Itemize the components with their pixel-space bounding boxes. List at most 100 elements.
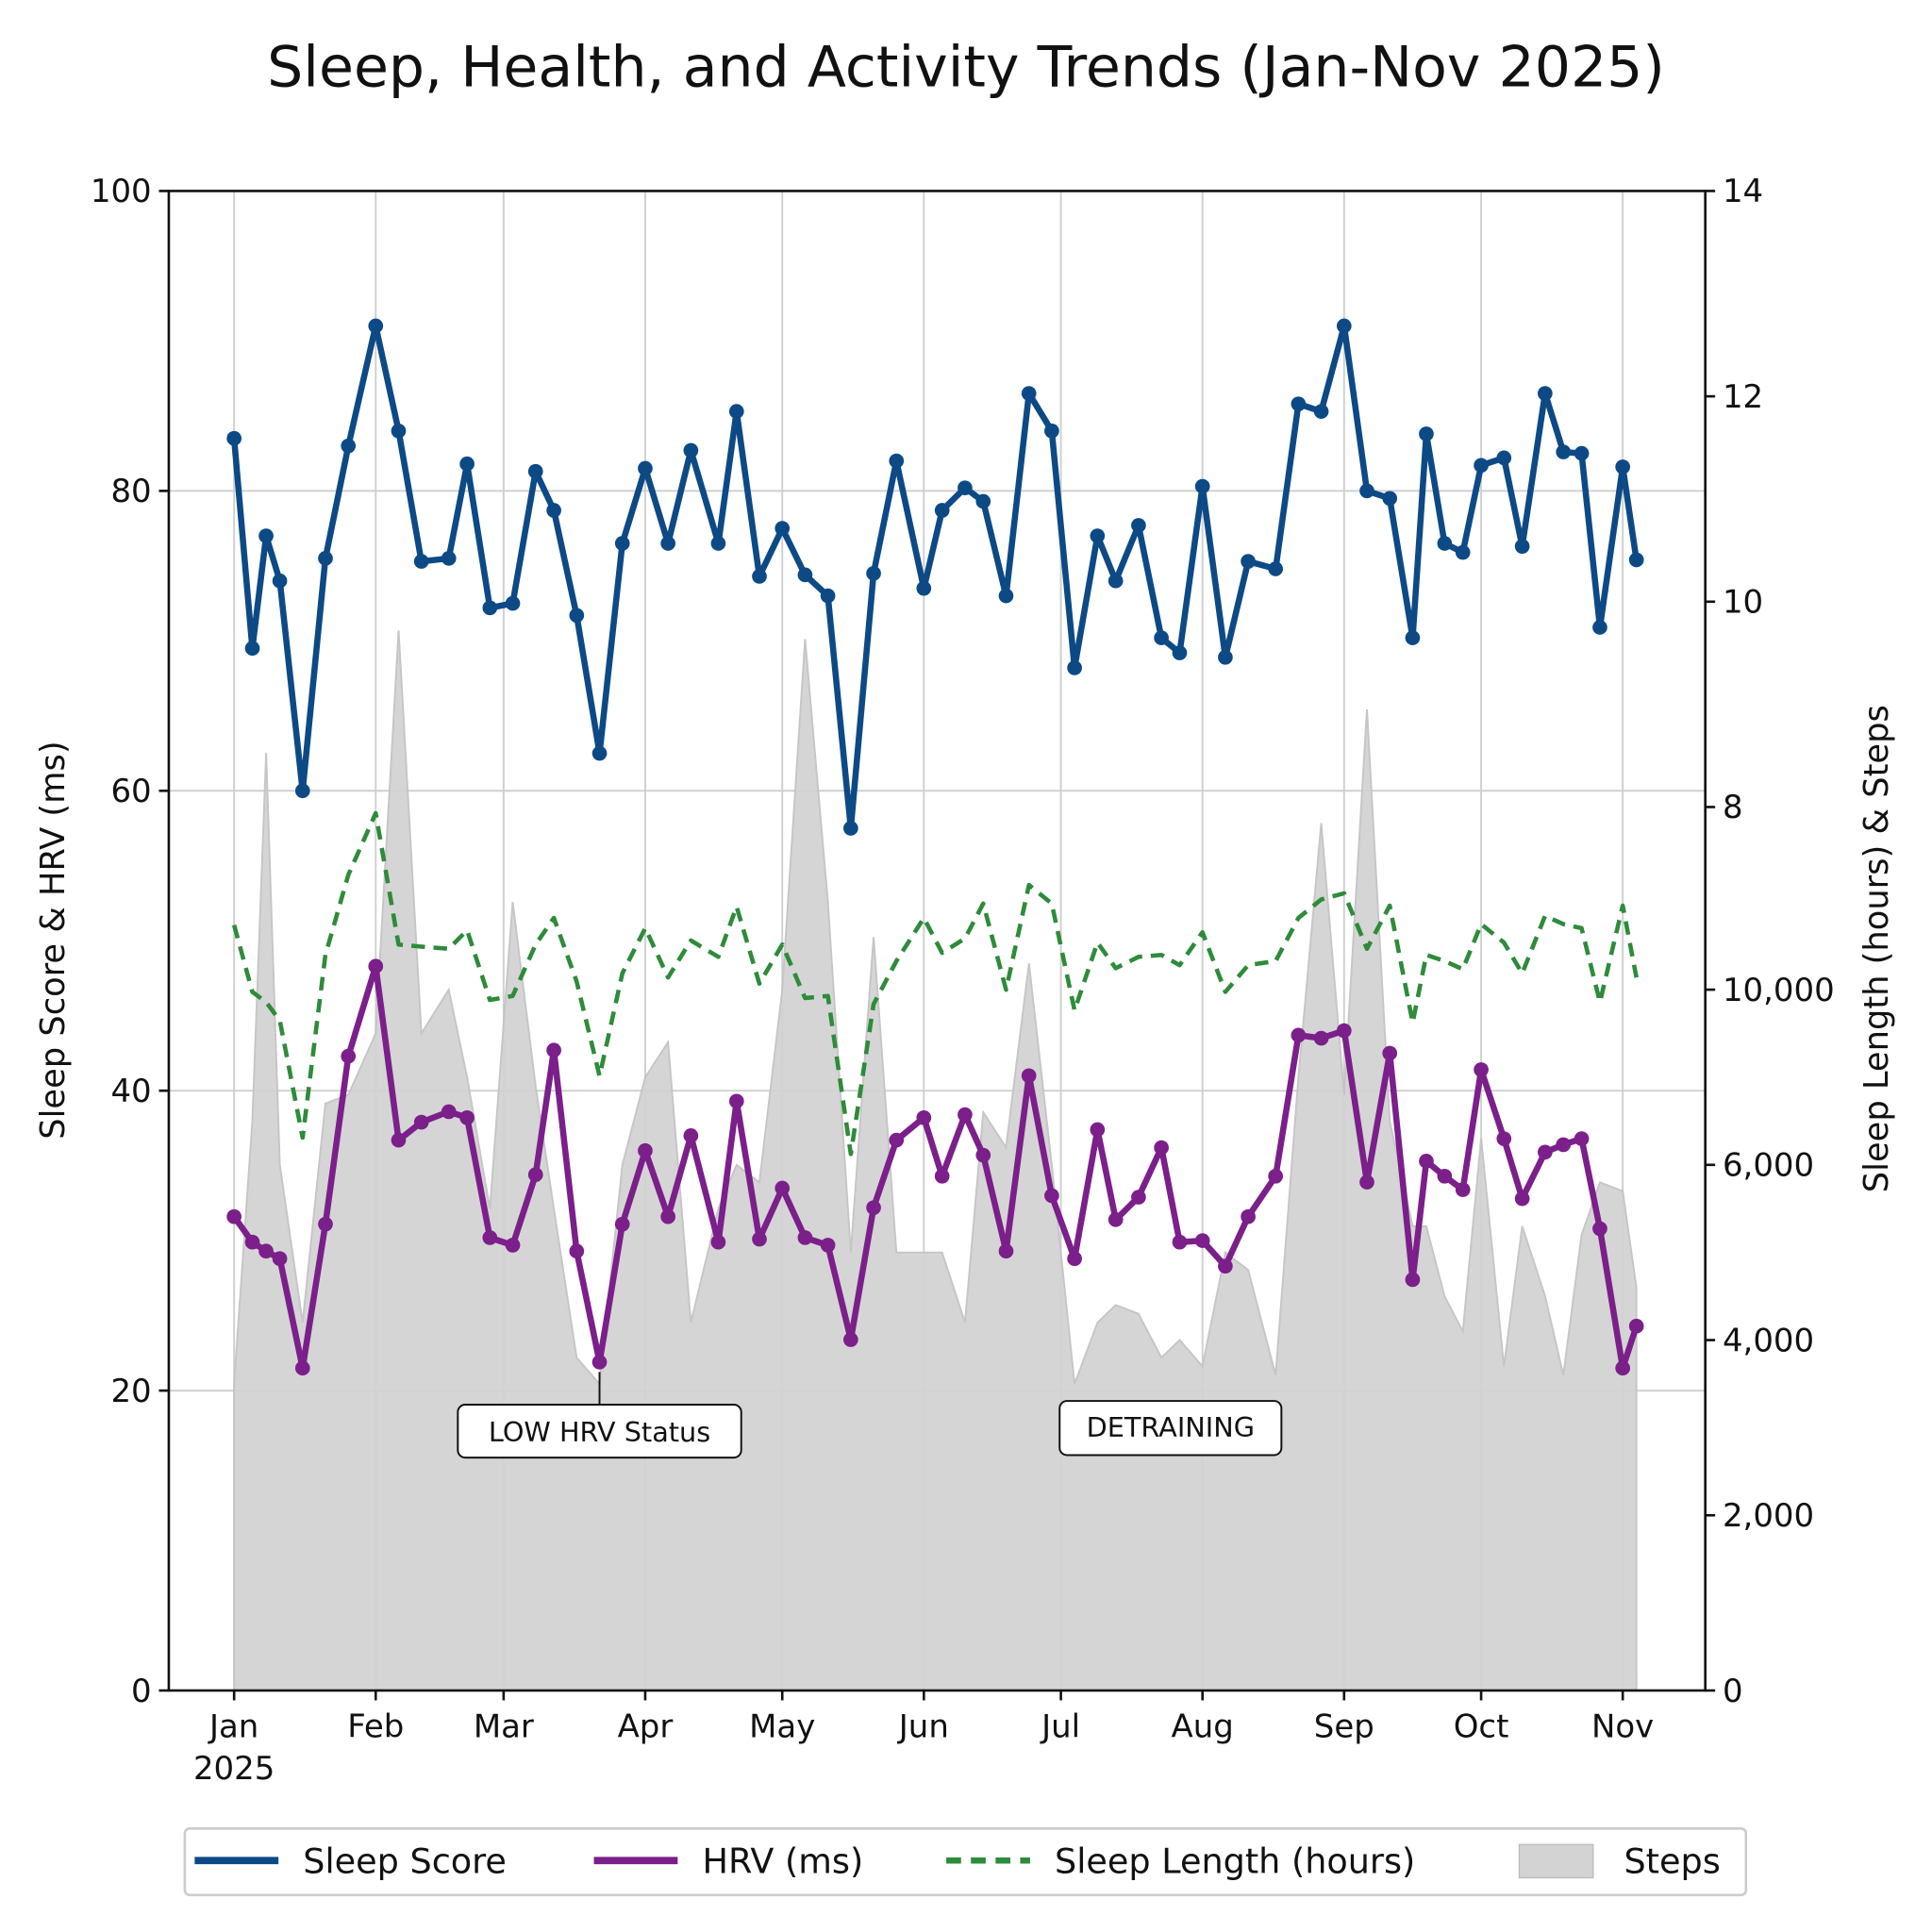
sleep-score-point — [1021, 386, 1037, 401]
hrv-point — [1194, 1233, 1210, 1248]
hrv-point — [683, 1128, 699, 1143]
sleep-score-point — [934, 503, 950, 518]
hrv-point — [459, 1109, 475, 1125]
hrv-point — [318, 1216, 333, 1232]
y-left-tick-label: 80 — [110, 473, 151, 510]
hrv-point — [797, 1230, 813, 1245]
hrv-point — [1067, 1251, 1082, 1267]
hrv-point — [728, 1093, 744, 1109]
sleep-score-point — [728, 404, 744, 419]
hrv-point — [226, 1208, 242, 1224]
sleep-score-point — [958, 480, 973, 496]
hrv-point — [391, 1132, 407, 1148]
hrv-point — [1382, 1045, 1398, 1061]
sleep-score-point — [368, 318, 384, 334]
sleep-score-point — [1336, 318, 1352, 334]
hrv-point — [660, 1208, 675, 1224]
y-right-tick-label: 14 — [1723, 173, 1763, 210]
hrv-point — [1218, 1258, 1233, 1274]
x-tick-label: Jul — [1040, 1708, 1080, 1746]
y-right-tick-label: 0 — [1723, 1673, 1743, 1710]
hrv-point — [1090, 1122, 1106, 1138]
hrv-point — [244, 1234, 260, 1250]
sleep-score-point — [1090, 528, 1106, 543]
sleep-score-line — [230, 323, 1640, 832]
sleep-score-point — [1218, 649, 1233, 665]
sleep-score-point — [1419, 426, 1434, 441]
sleep-score-point — [459, 456, 475, 472]
sleep-score-point — [1556, 444, 1572, 459]
hrv-point — [1556, 1137, 1572, 1153]
hrv-point — [527, 1167, 543, 1183]
y-right-tick-label: 10,000 — [1723, 972, 1835, 1009]
hrv-point — [341, 1048, 357, 1064]
annotation-box — [457, 1404, 742, 1459]
hrv-point — [1291, 1027, 1307, 1043]
sleep-score-point — [998, 588, 1014, 604]
hrv-point — [368, 958, 384, 974]
legend-label-sleep-score: Sleep Score — [303, 1840, 507, 1881]
sleep-score-point — [441, 551, 457, 566]
annotation-low-hrv: LOW HRV Status — [489, 1416, 710, 1448]
legend-swatch-steps — [1518, 1843, 1594, 1879]
y-left-tick-label: 0 — [131, 1673, 152, 1710]
sleep-score-point — [1154, 630, 1169, 645]
hrv-point — [272, 1251, 288, 1267]
hrv-point — [569, 1243, 585, 1259]
sleep-score-point — [341, 438, 357, 454]
hrv-point — [710, 1234, 726, 1250]
sleep-score-point — [614, 536, 630, 551]
series-layer — [226, 318, 1644, 1376]
sleep-score-point — [258, 528, 274, 543]
hrv-point — [1108, 1212, 1124, 1227]
legend-label-hrv: HRV (ms) — [702, 1840, 863, 1881]
x-tick-label: Jun — [897, 1708, 949, 1746]
sleep-score-point — [660, 536, 675, 551]
sleep-score-point — [1044, 423, 1059, 439]
x-tick-label: Nov — [1591, 1708, 1654, 1746]
annotation-box — [1058, 1400, 1283, 1457]
sleep-score-point — [1382, 491, 1398, 507]
hrv-point — [1455, 1182, 1471, 1197]
hrv-point — [1437, 1168, 1453, 1184]
sleep-score-point — [1615, 459, 1630, 475]
hrv-point — [998, 1243, 1014, 1259]
hrv-point — [1514, 1191, 1530, 1207]
sleep-score-point — [1067, 660, 1082, 675]
sleep-score-point — [975, 493, 991, 509]
legend: Sleep Score HRV (ms) Sleep Length (hours… — [183, 1826, 1748, 1897]
sleep-score-point — [889, 453, 905, 469]
sleep-score-point — [569, 608, 585, 624]
hrv-point — [1359, 1174, 1374, 1190]
x-tick-label: Feb — [347, 1708, 404, 1746]
hrv-point — [1131, 1190, 1146, 1205]
sleep-score-point — [1514, 539, 1530, 555]
y-left-tick-label: 40 — [110, 1073, 151, 1110]
hrv-point — [975, 1147, 991, 1163]
hrv-point — [820, 1238, 836, 1253]
hrv-point — [441, 1104, 457, 1120]
sleep-score-point — [272, 573, 288, 589]
annotation-detraining: DETRAINING — [1087, 1411, 1255, 1443]
hrv-point — [752, 1231, 767, 1247]
legend-label-steps: Steps — [1624, 1840, 1720, 1881]
hrv-point — [889, 1132, 905, 1148]
sleep-score-point — [683, 442, 699, 458]
x-tick-label: Mar — [474, 1708, 534, 1746]
hrv-point — [958, 1107, 973, 1123]
sleep-score-point — [1172, 645, 1188, 660]
hrv-point — [1044, 1188, 1059, 1204]
chart-title: Sleep, Health, and Activity Trends (Jan-… — [267, 34, 1665, 100]
y-axis-left-label: Sleep Score & HRV (ms) — [34, 741, 73, 1139]
hrv-point — [1172, 1234, 1188, 1250]
sleep-score-point — [318, 551, 333, 566]
sleep-score-point — [710, 536, 726, 551]
sleep-score-point — [226, 430, 242, 446]
legend-frame — [183, 1826, 1748, 1897]
hrv-point — [1592, 1221, 1607, 1237]
sleep-score-point — [591, 745, 608, 761]
sleep-score-point — [1437, 536, 1453, 551]
hrv-point — [614, 1216, 630, 1232]
y-right-tick-label: 2,000 — [1723, 1497, 1814, 1535]
sleep-score-point — [1496, 450, 1512, 466]
